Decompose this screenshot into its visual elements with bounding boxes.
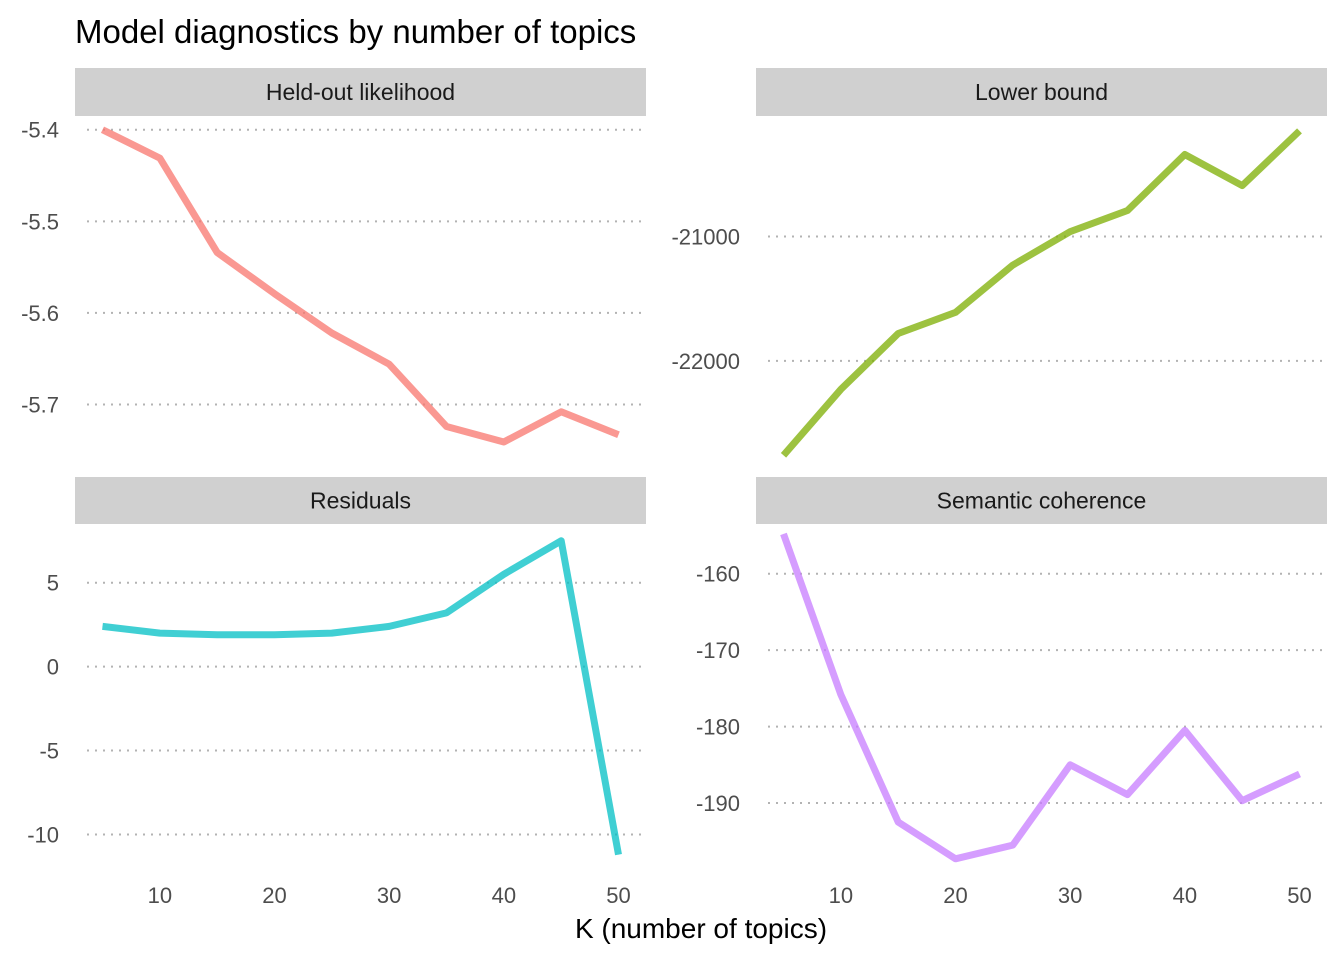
x-tick-label: 20 bbox=[943, 883, 967, 908]
x-tick-label: 10 bbox=[829, 883, 853, 908]
facet-semantic-coherence: Semantic coherence -160 -170 -180 -190 10 20 30… bbox=[696, 477, 1327, 908]
facet-strip-label: Residuals bbox=[310, 488, 411, 514]
series-line-residuals bbox=[102, 537, 622, 856]
x-axis-label: K (number of topics) bbox=[575, 913, 827, 944]
y-tick-label: 5 bbox=[47, 571, 59, 596]
x-tick-label: 30 bbox=[1058, 883, 1082, 908]
series-line-held-out-likelihood bbox=[100, 126, 620, 446]
facet-strip-lower-bound bbox=[756, 68, 1327, 116]
x-tick-label: 40 bbox=[492, 883, 516, 908]
x-tick-label: 50 bbox=[606, 883, 630, 908]
facet-strip-label: Lower bound bbox=[975, 79, 1108, 105]
facet-strip-label: Held-out likelihood bbox=[266, 79, 455, 105]
y-tick-label: -180 bbox=[696, 715, 740, 740]
y-tick-label: 0 bbox=[47, 655, 59, 680]
facet-lower-bound: Lower bound -21000 -22000 bbox=[671, 68, 1327, 458]
y-tick-label: -160 bbox=[696, 562, 740, 587]
x-tick-label: 40 bbox=[1173, 883, 1197, 908]
facet-strip-label: Semantic coherence bbox=[937, 488, 1147, 514]
facet-strip-semantic-coherence bbox=[756, 477, 1327, 524]
x-tick-label: 20 bbox=[262, 883, 286, 908]
y-tick-label: -22000 bbox=[671, 349, 740, 374]
y-tick-label: -5.7 bbox=[21, 392, 59, 417]
series-line-lower-bound bbox=[780, 128, 1302, 458]
x-tick-label: 50 bbox=[1287, 883, 1311, 908]
chart-title: Model diagnostics by number of topics bbox=[75, 13, 636, 50]
y-tick-label: -5.6 bbox=[21, 301, 59, 326]
x-tick-label: 10 bbox=[148, 883, 172, 908]
y-tick-label: -170 bbox=[696, 638, 740, 663]
facet-strip-residuals bbox=[75, 477, 646, 524]
y-tick-label: -10 bbox=[27, 822, 59, 847]
y-tick-label: -5.4 bbox=[21, 118, 59, 143]
y-tick-label: -190 bbox=[696, 791, 740, 816]
facet-strip-held-out-likelihood bbox=[75, 68, 646, 116]
y-tick-label: -21000 bbox=[671, 225, 740, 250]
x-tick-label: 30 bbox=[377, 883, 401, 908]
facet-held-out-likelihood: Held-out likelihood -5.4 -5.5 -5.6 -5.7 bbox=[21, 68, 646, 446]
facet-panels: Held-out likelihood -5.4 -5.5 -5.6 -5.7 Lower… bbox=[21, 68, 1327, 908]
y-tick-label: -5 bbox=[39, 739, 59, 764]
series-line-semantic-coherence bbox=[780, 532, 1301, 863]
y-tick-label: -5.5 bbox=[21, 209, 59, 234]
